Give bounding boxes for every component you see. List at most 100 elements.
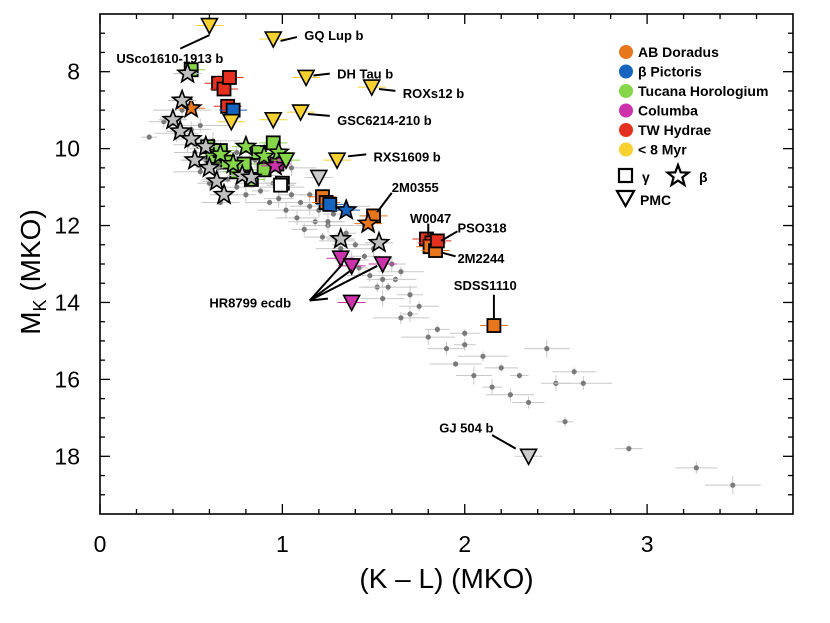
legend-label: AB Doradus [638, 44, 719, 60]
annotation-leader [280, 36, 298, 42]
gamma-square-marker [322, 196, 338, 212]
beta-star-marker [221, 151, 245, 174]
y-axis-label: MK (MKO) [15, 209, 50, 335]
pmc-triangle-marker [342, 258, 362, 276]
legend-dot [619, 64, 633, 79]
beta-star-marker [197, 155, 222, 178]
legend-dot [619, 123, 633, 137]
pmc-triangle-marker [263, 111, 283, 130]
x-axis-label: (K – L) (MKO) [359, 563, 533, 594]
field-point [307, 192, 313, 198]
field-point [161, 119, 167, 125]
legend-dot [619, 84, 633, 98]
field-point [516, 372, 523, 379]
field-point [489, 384, 495, 390]
beta-star-marker [334, 197, 358, 221]
field-point [380, 296, 386, 302]
beta-star-marker [179, 126, 203, 149]
legend-pmc-label: PMC [640, 192, 671, 208]
field-point [243, 192, 249, 198]
annotation-leader [347, 153, 367, 158]
y-tick-label: 8 [67, 59, 80, 85]
field-point [356, 265, 362, 271]
field-point [338, 246, 344, 252]
field-point [498, 365, 504, 371]
legend-triangle-icon [615, 189, 636, 209]
annotation-leader [308, 263, 344, 302]
pmc-triangle-marker [221, 113, 241, 132]
field-point [197, 169, 203, 175]
field-point [544, 346, 550, 352]
field-point [146, 134, 152, 140]
x-tick-label: 1 [276, 531, 289, 557]
legend-label: TW Hydrae [638, 122, 711, 138]
legend-square-icon [617, 167, 634, 184]
annotation-leader [307, 113, 330, 117]
field-point [507, 392, 513, 398]
beta-star-marker [175, 61, 200, 84]
y-tick-label: 12 [54, 213, 80, 239]
legend-label: Columba [638, 103, 698, 119]
pmc-triangle-marker [291, 104, 310, 122]
beta-star-marker [212, 182, 236, 205]
beta-star-marker [161, 107, 185, 130]
x-tick-label: 2 [458, 531, 471, 557]
gamma-square-marker [222, 70, 237, 85]
field-point [453, 361, 459, 367]
annotation-leader [491, 434, 517, 450]
field-point [462, 342, 468, 348]
field-point [179, 107, 185, 113]
legend: AB Doradus β Pictoris Tucana Horologium Col… [615, 44, 768, 209]
beta-star-marker [252, 144, 276, 167]
field-point [352, 242, 358, 248]
y-axis-label-suffix: (MKO) [15, 209, 46, 299]
field-point [385, 284, 391, 290]
annotation-leader [376, 192, 393, 213]
annotation-label: HR8799 ecdb [209, 295, 291, 310]
field-point [197, 122, 203, 129]
beta-star-marker [267, 140, 291, 163]
field-point [319, 234, 326, 240]
field-point [471, 372, 477, 379]
field-point [325, 219, 331, 225]
pmc-triangle-marker [342, 294, 362, 313]
field-point [462, 330, 468, 336]
beta-star-marker [183, 147, 207, 171]
annotations: USco1610-1913 b GQ Lup b DH Tau b ROXs12 b G… [116, 28, 517, 450]
annotation-leader [313, 72, 330, 77]
field-point [730, 482, 736, 488]
annotation-label: RXS1609 b [374, 149, 441, 164]
field-point [288, 192, 295, 198]
gamma-square-marker [486, 318, 502, 333]
legend-dot [619, 103, 633, 118]
field-point [443, 346, 450, 352]
young-objects [158, 17, 543, 467]
y-axis-label-sub: K [30, 299, 50, 311]
legend-dot [619, 45, 633, 59]
annotation-leader [179, 34, 210, 50]
annotation-label: GJ 504 b [439, 420, 493, 435]
y-tick-label: 10 [54, 136, 80, 162]
annotation-leader [309, 268, 353, 302]
beta-star-marker [208, 142, 233, 165]
field-point [301, 226, 307, 232]
annotation-leader [309, 265, 378, 302]
annotation-label: SDSS1110 [454, 278, 517, 293]
annotation-leader [309, 297, 329, 302]
y-tick-label: 18 [54, 443, 80, 469]
beta-star-marker [234, 134, 258, 157]
field-point [425, 334, 431, 340]
field-point [380, 276, 386, 282]
field-point [330, 211, 337, 217]
field-point [407, 292, 413, 298]
annotation-label: 2M2244 [457, 251, 505, 266]
annotation-label: PSO318 [457, 220, 506, 235]
field-point [267, 199, 273, 206]
annotation-label: 2M0355 [392, 180, 439, 195]
pmc-triangle-marker [362, 79, 382, 97]
gamma-square-marker [273, 177, 288, 193]
field-point [407, 311, 413, 317]
field-point [693, 465, 699, 471]
